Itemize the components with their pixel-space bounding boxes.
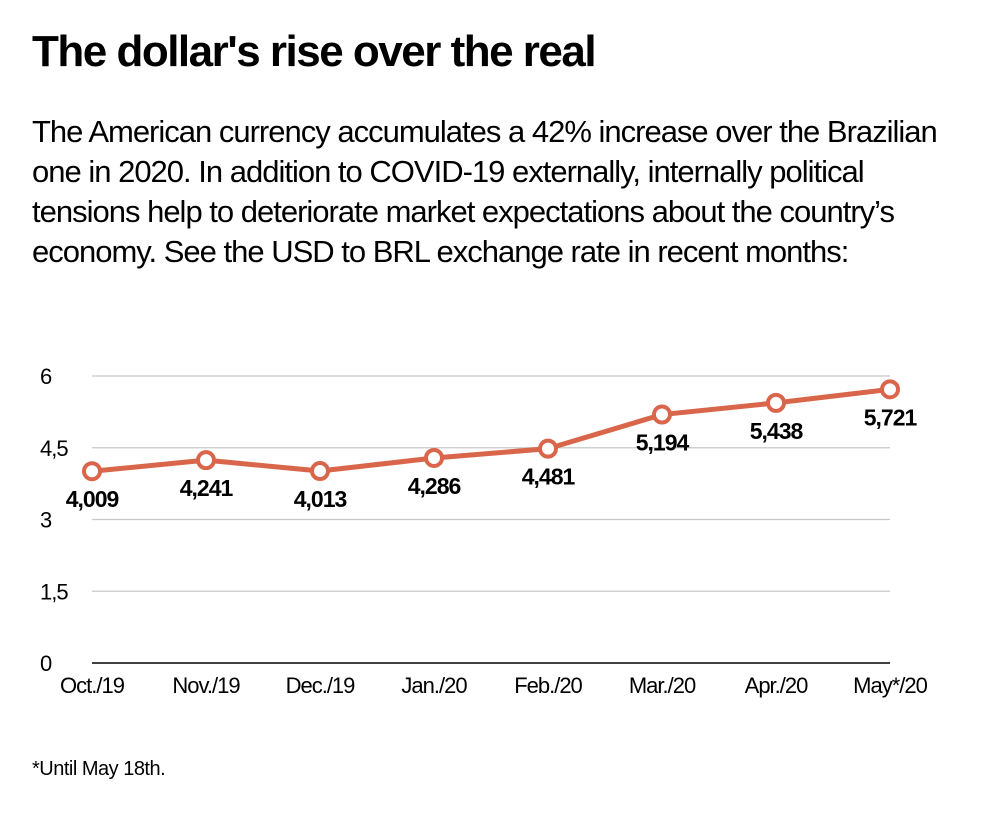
series-line bbox=[89, 386, 893, 474]
y-axis-tick-labels: 0 1,5 3 4,5 6 bbox=[40, 364, 69, 676]
data-point bbox=[538, 438, 558, 459]
data-labels: 4,009 4,241 4,013 4,286 4,481 5,194 5,438 5,721 bbox=[66, 404, 919, 512]
x-axis-tick-labels: Oct./19 Nov./19 Dec./19 Jan./20 Feb./20 Mar./… bbox=[60, 673, 929, 698]
data-label: 4,286 bbox=[408, 473, 461, 499]
data-point bbox=[196, 450, 216, 471]
footnote: *Until May 18th. bbox=[32, 758, 166, 780]
x-tick-label: Apr./20 bbox=[745, 673, 808, 698]
data-point bbox=[652, 404, 672, 425]
y-tick-label: 1,5 bbox=[40, 579, 68, 604]
data-points bbox=[82, 379, 900, 482]
data-label: 5,438 bbox=[750, 418, 804, 444]
y-tick-label: 4,5 bbox=[40, 436, 68, 461]
data-label: 4,241 bbox=[180, 475, 234, 501]
x-tick-label: Mar./20 bbox=[629, 673, 696, 698]
y-tick-label: 0 bbox=[40, 651, 52, 676]
x-tick-label: Dec./19 bbox=[286, 673, 356, 698]
data-point bbox=[880, 379, 900, 400]
series-line-path bbox=[89, 386, 893, 474]
data-label: 5,194 bbox=[636, 430, 690, 456]
grid-lines bbox=[92, 375, 890, 664]
line-chart: 0 1,5 3 4,5 6 Oct./19 Nov./19 Dec./19 Jan./20 Fe… bbox=[40, 364, 929, 698]
x-tick-label: Nov./19 bbox=[172, 673, 240, 698]
data-label: 5,721 bbox=[864, 404, 918, 430]
data-label: 4,013 bbox=[294, 486, 347, 512]
data-point bbox=[424, 447, 444, 468]
x-tick-label: Oct./19 bbox=[60, 673, 125, 698]
x-tick-label: Feb./20 bbox=[514, 673, 582, 698]
chart-subtitle: The American currency accumulates a 42% … bbox=[32, 114, 938, 269]
data-point bbox=[766, 392, 786, 413]
x-tick-label: Jan./20 bbox=[401, 673, 467, 698]
data-label: 4,481 bbox=[522, 464, 576, 490]
data-point bbox=[310, 461, 330, 482]
data-label: 4,009 bbox=[66, 486, 119, 512]
data-point bbox=[82, 461, 102, 482]
y-tick-label: 6 bbox=[40, 364, 52, 389]
chart-title: The dollar's rise over the real bbox=[32, 27, 597, 76]
y-tick-label: 3 bbox=[40, 508, 52, 533]
x-tick-label: May*/20 bbox=[853, 673, 927, 698]
